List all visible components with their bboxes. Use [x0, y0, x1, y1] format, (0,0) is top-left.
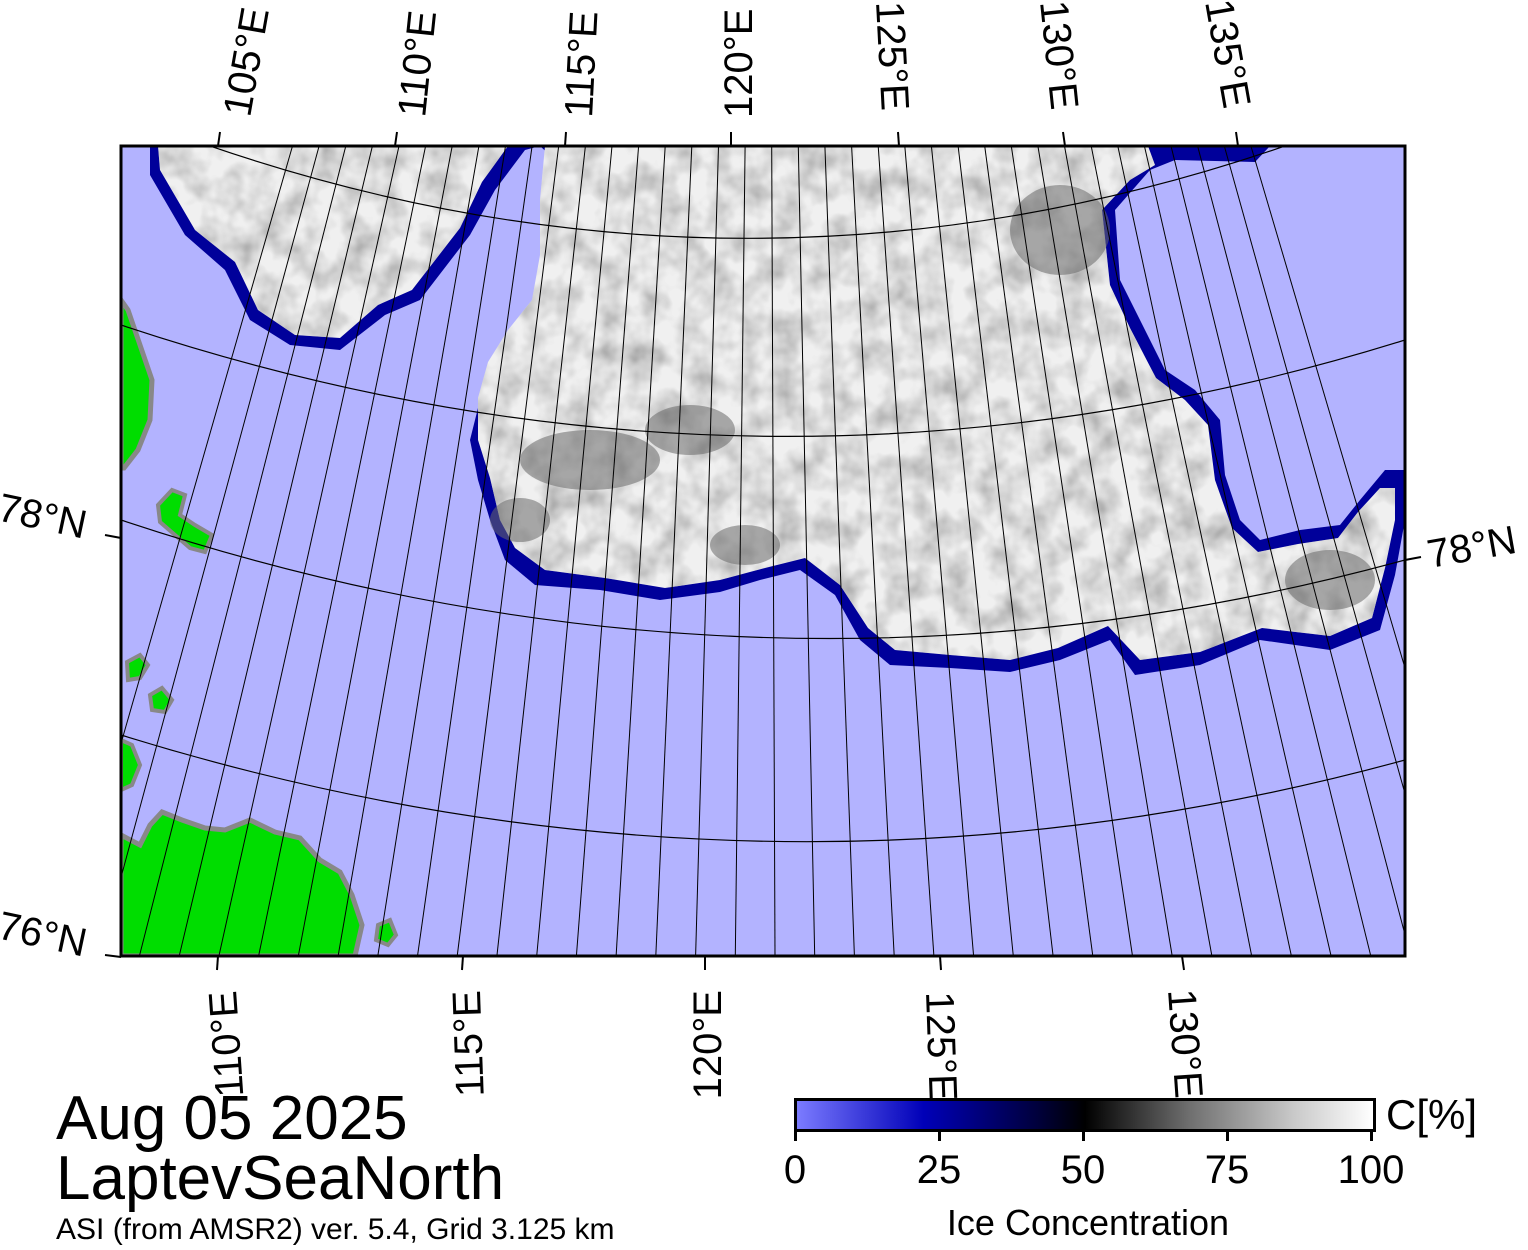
region-label: LaptevSeaNorth [56, 1144, 505, 1213]
side-ticks [104, 534, 1422, 958]
low-concentration-patches [490, 185, 1375, 610]
product-label: ASI (from AMSR2) ver. 5.4, Grid 3.125 km [56, 1213, 615, 1246]
meridian-line [930, 146, 1014, 956]
lat-label-left-78: 78°N [0, 486, 91, 548]
colorbar-tick [1082, 1129, 1085, 1141]
meridian-line [877, 146, 935, 956]
meridian-line [297, 146, 453, 956]
top-lon-label: 125°E [867, 0, 917, 112]
meridian-line [1090, 146, 1253, 956]
colorbar-tick-label: 100 [1337, 1148, 1405, 1192]
meridian-line [417, 146, 533, 956]
top-lon-label: 110°E [390, 8, 445, 118]
meridian-line [1064, 146, 1213, 956]
meridian-line [615, 146, 666, 956]
colorbar-tick [938, 1129, 941, 1141]
graticule-parallels [121, 146, 1405, 843]
map-frame [119, 144, 1407, 958]
lat-label-right-78: 78°N [1424, 518, 1520, 577]
colorbar-tick-label: 75 [1204, 1148, 1250, 1192]
meridian-line [456, 146, 560, 956]
meridian-line [655, 146, 693, 956]
meridian-line [121, 146, 293, 746]
meridian-line [536, 146, 613, 956]
meridian-line [218, 146, 400, 956]
meridian-line [957, 146, 1054, 956]
colorbar [794, 1098, 1376, 1132]
meridian-line [734, 146, 746, 956]
meridian-line [824, 146, 855, 956]
top-lon-label: 115°E [557, 10, 607, 119]
meridian-line [337, 146, 480, 956]
land-taymyr [121, 809, 365, 956]
lat-label-left-76: 76°N [0, 904, 91, 966]
ice-field [158, 146, 1395, 660]
meridian-line [1223, 146, 1405, 796]
land-islet-3 [147, 685, 175, 715]
colorbar-tick [1370, 1129, 1373, 1141]
bottom-lon-label: 120°E [686, 990, 730, 1099]
meridian-line [496, 146, 586, 956]
bottom-lon-label: 115°E [445, 990, 493, 1098]
date-label: Aug 05 2025 [56, 1084, 408, 1153]
meridian-line [138, 146, 347, 956]
bottom-ticks [216, 955, 1185, 971]
colorbar-tick-label: 25 [916, 1148, 962, 1192]
bottom-lon-label: 130°E [1159, 988, 1211, 1100]
meridian-line [575, 146, 640, 956]
bottom-lon-label: 110°E [201, 989, 252, 1098]
colorbar-tick [794, 1129, 797, 1141]
meridian-line [1010, 146, 1133, 956]
meridian-line [1250, 146, 1405, 670]
bottom-lon-label: 125°E [917, 991, 965, 1102]
land-islet-2 [124, 652, 151, 683]
top-lon-label: 120°E [717, 9, 761, 118]
meridian-line [904, 146, 975, 956]
top-ticks [217, 131, 1239, 147]
meridian-line [377, 146, 506, 956]
meridian-line [797, 146, 816, 956]
meridian-line [1170, 146, 1372, 956]
meridian-line [258, 146, 427, 956]
meridian-line [1037, 146, 1173, 956]
meridian-line [1117, 146, 1292, 956]
meridian-line [1197, 146, 1405, 937]
meridian-line [121, 146, 320, 880]
colorbar-tick-label: 50 [1060, 1148, 1106, 1192]
meridian-line [695, 146, 719, 956]
meridian-line [771, 146, 776, 956]
colorbar-tick [1226, 1129, 1229, 1141]
top-lon-label: 135°E [1196, 0, 1258, 111]
top-lon-label: 130°E [1031, 0, 1086, 112]
colorbar-tick-label: 0 [783, 1148, 807, 1192]
meridian-line [1143, 146, 1332, 956]
meridian-line [984, 146, 1094, 956]
graticule-meridians [121, 146, 1405, 956]
colorbar-title: Ice Concentration [946, 1202, 1230, 1243]
meridian-line [178, 146, 373, 956]
colorbar-unit: C[%] [1386, 1091, 1478, 1138]
land-islet-4 [121, 737, 143, 793]
meridian-line [851, 146, 895, 956]
top-lon-label: 105°E [216, 4, 278, 119]
land-islet-5 [373, 917, 399, 948]
